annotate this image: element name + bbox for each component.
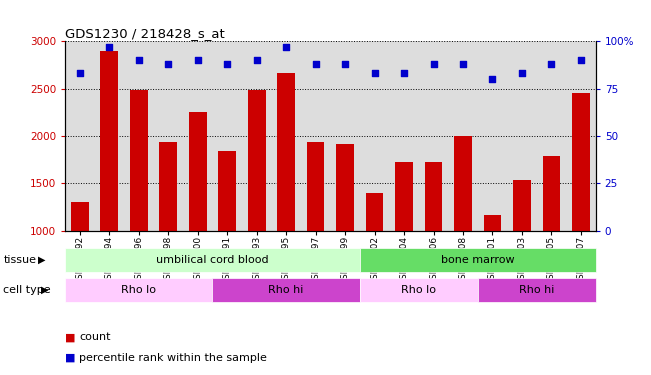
Text: percentile rank within the sample: percentile rank within the sample <box>79 353 268 363</box>
Text: Rho hi: Rho hi <box>268 285 304 295</box>
Text: ■: ■ <box>65 333 76 342</box>
Text: ■: ■ <box>65 353 76 363</box>
Bar <box>360 248 596 272</box>
Bar <box>360 278 478 302</box>
Point <box>546 61 557 67</box>
Bar <box>189 112 206 325</box>
Bar <box>212 278 360 302</box>
Bar <box>484 214 501 325</box>
Point <box>133 57 144 63</box>
Bar <box>218 151 236 325</box>
Bar <box>424 162 443 325</box>
Text: cell type: cell type <box>3 285 51 295</box>
Bar <box>478 278 596 302</box>
Text: bone marrow: bone marrow <box>441 255 514 265</box>
Bar <box>572 93 590 325</box>
Point <box>369 70 380 76</box>
Text: count: count <box>79 333 111 342</box>
Bar <box>100 51 118 325</box>
Bar <box>307 142 324 325</box>
Bar <box>65 278 212 302</box>
Text: ▶: ▶ <box>38 255 46 265</box>
Point <box>517 70 527 76</box>
Bar <box>159 142 177 325</box>
Point <box>458 61 468 67</box>
Text: tissue: tissue <box>3 255 36 265</box>
Text: ▶: ▶ <box>41 285 49 295</box>
Bar <box>65 248 360 272</box>
Bar <box>130 90 148 325</box>
Bar <box>277 74 295 325</box>
Bar <box>513 180 531 325</box>
Bar <box>248 90 266 325</box>
Bar <box>542 156 561 325</box>
Bar <box>71 202 89 325</box>
Point <box>75 70 85 76</box>
Point <box>193 57 203 63</box>
Point <box>222 61 232 67</box>
Text: Rho hi: Rho hi <box>519 285 555 295</box>
Point <box>428 61 439 67</box>
Point <box>251 57 262 63</box>
Text: umbilical cord blood: umbilical cord blood <box>156 255 269 265</box>
Point <box>575 57 586 63</box>
Text: Rho lo: Rho lo <box>401 285 436 295</box>
Bar <box>395 162 413 325</box>
Point <box>340 61 350 67</box>
Point <box>488 76 498 82</box>
Point <box>163 61 173 67</box>
Point <box>281 44 292 50</box>
Bar <box>454 136 472 325</box>
Bar <box>337 144 354 325</box>
Point <box>104 44 115 50</box>
Point <box>311 61 321 67</box>
Point <box>399 70 409 76</box>
Text: GDS1230 / 218428_s_at: GDS1230 / 218428_s_at <box>65 27 225 40</box>
Text: Rho lo: Rho lo <box>121 285 156 295</box>
Bar <box>366 193 383 325</box>
